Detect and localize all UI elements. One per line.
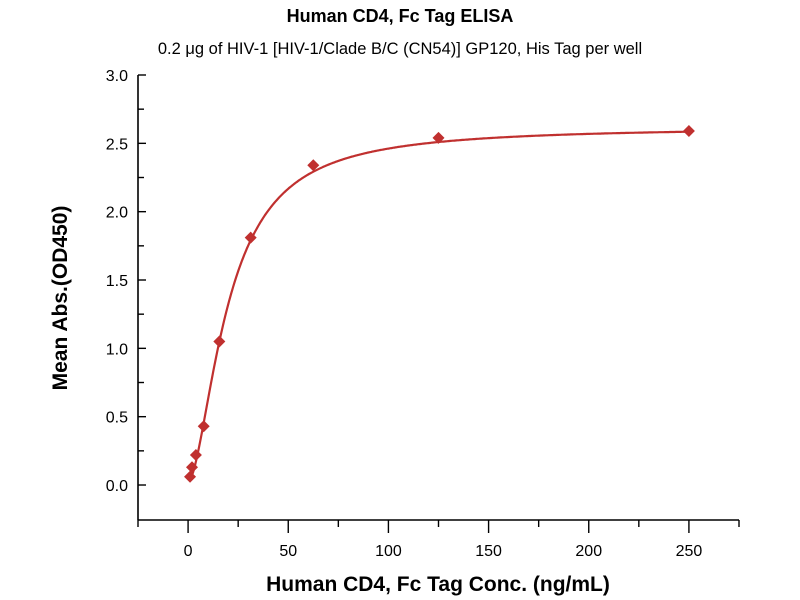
- data-point-diamond: [682, 125, 695, 138]
- x-tick-label: 50: [279, 543, 297, 560]
- y-tick-label: 3.0: [106, 68, 128, 85]
- data-point-diamond: [307, 159, 320, 172]
- y-axis-label: Mean Abs.(OD450): [49, 206, 72, 391]
- data-points: [184, 125, 695, 483]
- chart-subtitle: 0.2 μg of HIV-1 [HIV-1/Clade B/C (CN54)]…: [158, 40, 642, 58]
- data-point-diamond: [244, 231, 257, 244]
- data-point-diamond: [185, 461, 198, 474]
- data-point-diamond: [184, 470, 197, 483]
- fit-curve: [189, 130, 689, 481]
- data-point-diamond: [432, 131, 445, 144]
- y-tick-label: 2.0: [106, 205, 128, 222]
- data-point-diamond: [197, 420, 210, 433]
- x-tick-label: 0: [184, 543, 193, 560]
- x-tick-label: 150: [475, 543, 502, 560]
- x-axis-label: Human CD4, Fc Tag Conc. (ng/mL): [266, 573, 610, 596]
- data-point-diamond: [189, 448, 202, 461]
- y-tick-label: 2.5: [106, 136, 128, 153]
- y-tick-label: 1.5: [106, 273, 128, 290]
- x-tick-label: 200: [575, 543, 602, 560]
- y-tick-label: 0.0: [106, 478, 128, 495]
- chart-title: Human CD4, Fc Tag ELISA: [287, 6, 514, 26]
- data-point-diamond: [213, 335, 226, 348]
- x-tick-label: 250: [676, 543, 703, 560]
- x-tick-label: 100: [375, 543, 402, 560]
- y-tick-label: 1.0: [106, 341, 128, 358]
- axes: 0 50 100 150 200 250 0.0 0.5 1.0 1.5 2.0 2.5 3.0: [106, 68, 740, 560]
- y-tick-label: 0.5: [106, 410, 128, 427]
